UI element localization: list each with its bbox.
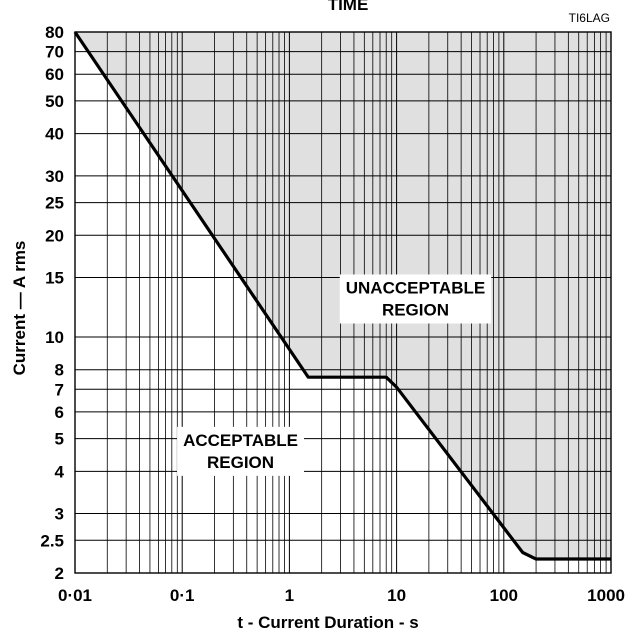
x-tick-label: 100 [490,586,518,605]
plot-border [74,31,612,574]
x-axis-title: t - Current Duration - s [237,613,418,632]
region-label-line: UNACCEPTABLE [346,278,485,297]
y-axis-title: Current — A rms [10,241,29,376]
region-label-line: ACCEPTABLE [183,431,298,450]
y-tick-label: 20 [45,226,64,245]
y-tick-label: 80 [45,23,64,42]
x-tick-label: 0·1 [170,586,195,605]
region-label-line: REGION [382,300,449,319]
y-tick-label: 8 [55,361,64,380]
region-label-line: REGION [207,453,274,472]
figure-reference: TI6LAG [569,11,610,25]
y-tick-label: 6 [55,403,64,422]
region-label-box [177,426,304,476]
y-tick-label: 2 [55,564,64,583]
y-tick-label: 25 [45,194,64,213]
limit-curve-layer [73,31,611,561]
chart-title: TIME [328,0,369,14]
y-tick-label: 60 [45,65,64,84]
y-tick-label: 4 [55,462,65,481]
region-label-box [339,274,492,324]
y-tick-label: 10 [45,328,64,347]
y-tick-label: 3 [55,505,64,524]
region-labels: UNACCEPTABLE REGION ACCEPTABLE REGION [177,274,492,476]
y-tick-label: 40 [45,125,64,144]
unacceptable-region-label: UNACCEPTABLE REGION [339,274,492,324]
y-tick-label: 2.5 [40,531,64,550]
y-tick-label: 50 [45,92,64,111]
x-tick-label: 0·01 [58,586,92,605]
x-tick-labels: 0·01 0·1 1 10 100 1000 [58,586,625,605]
plot-frame [74,31,612,574]
y-tick-label: 5 [55,430,64,449]
x-tick-label: 10 [387,586,406,605]
y-tick-label: 7 [55,380,64,399]
x-tick-label: 1 [285,586,294,605]
limit-curve [73,31,611,561]
x-tick-label: 1000 [587,586,625,605]
acceptable-region-label: ACCEPTABLE REGION [177,426,304,476]
y-tick-label: 15 [45,269,64,288]
y-tick-label: 70 [45,43,64,62]
y-tick-label: 30 [45,167,64,186]
